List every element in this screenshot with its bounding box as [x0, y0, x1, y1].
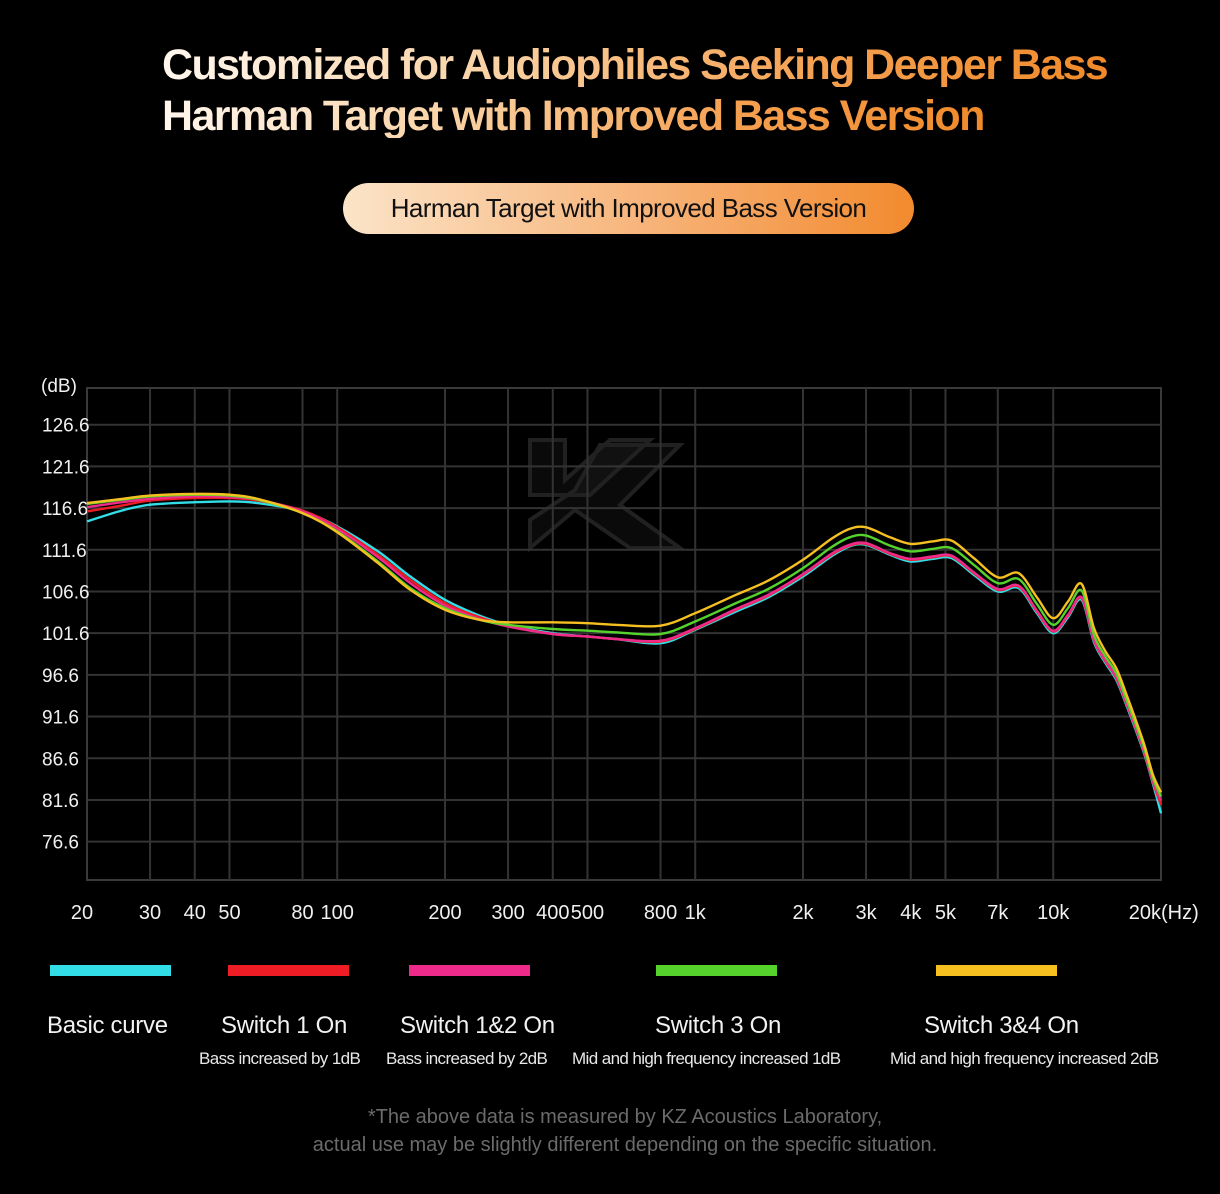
y-tick-label: 76.6 — [42, 833, 79, 854]
legend-swatch-1 — [50, 965, 171, 976]
x-tick-label: 2k — [792, 902, 814, 924]
legend-description-2: Bass increased by 1dB — [199, 1049, 361, 1068]
y-tick-label: 111.6 — [42, 541, 87, 562]
y-tick-label: 81.6 — [42, 791, 79, 812]
legend-label-2: Switch 1 On — [221, 1012, 348, 1039]
x-tick-label: 100 — [321, 902, 354, 924]
x-tick-label: 4k — [900, 902, 922, 924]
x-tick-label: 30 — [139, 902, 161, 924]
y-tick-label: 116.6 — [42, 499, 88, 520]
x-tick-label: 3k — [855, 902, 877, 924]
y-axis-ticks: 126.6 121.6 116.6 111.6 106.6 101.6 96.6 91.6 86… — [42, 416, 90, 854]
headline-line-2: Harman Target with Improved Bass Version — [162, 92, 985, 140]
x-tick-label: 40 — [184, 902, 206, 924]
x-tick-label: 500 — [571, 902, 604, 924]
footnote-line-2: actual use may be slightly different dep… — [312, 1134, 938, 1156]
x-tick-label: 400 — [536, 902, 569, 924]
legend-description-4: Mid and high frequency increased 1dB — [572, 1049, 841, 1068]
y-tick-label: 91.6 — [42, 708, 79, 729]
x-axis-unit-label: (Hz) — [1161, 902, 1199, 924]
legend-label-4: Switch 3 On — [655, 1012, 782, 1039]
y-tick-label: 106.6 — [42, 582, 90, 603]
legend-description-3: Bass increased by 2dB — [386, 1049, 548, 1068]
x-tick-label: 20 — [71, 902, 93, 924]
y-tick-label: 86.6 — [42, 749, 79, 770]
footnote-line-1: *The above data is measured by KZ Acoust… — [367, 1106, 883, 1128]
y-tick-label: 121.6 — [42, 457, 90, 478]
y-axis-label: (dB) — [41, 376, 77, 397]
series-line-switch-1-2-on — [86, 495, 1163, 802]
x-tick-label: 50 — [218, 902, 240, 924]
legend-label-1: Basic curve — [47, 1012, 168, 1039]
x-tick-label: 1k — [685, 902, 707, 924]
x-tick-label: 7k — [987, 902, 1009, 924]
legend-swatch-2 — [228, 965, 349, 976]
curve-type-badge: Harman Target with Improved Bass Version — [343, 183, 914, 234]
series-line-basic-curve — [86, 500, 1163, 814]
x-tick-label: 200 — [428, 902, 461, 924]
x-tick-label: 300 — [491, 902, 524, 924]
frequency-response-chart: 126.6 121.6 116.6 111.6 106.6 101.6 96.6 91.6 86… — [41, 376, 1199, 924]
x-tick-label: 800 — [644, 902, 677, 924]
legend-label-3: Switch 1&2 On — [400, 1012, 555, 1039]
x-tick-label: 5k — [935, 902, 957, 924]
legend-swatch-3 — [409, 965, 530, 976]
legend-swatch-5 — [936, 965, 1057, 976]
x-tick-label: 10k — [1037, 902, 1070, 924]
series-line-switch-3-4-on — [86, 492, 1163, 793]
legend-description-5: Mid and high frequency increased 2dB — [890, 1049, 1159, 1068]
legend-label-5: Switch 3&4 On — [924, 1012, 1079, 1039]
x-tick-label: 20k — [1129, 902, 1162, 924]
y-tick-label: 101.6 — [42, 624, 90, 645]
x-axis-ticks: 20 30 40 50 80 100 200 300 400 500 800 1k 2k 3k 4k 5k 7k… — [71, 902, 1162, 924]
headline-line-1: Customized for Audiophiles Seeking Deepe… — [162, 41, 1109, 89]
x-tick-label: 80 — [291, 902, 313, 924]
y-tick-label: 96.6 — [42, 666, 79, 687]
y-tick-label: 126.6 — [42, 416, 90, 437]
legend-swatch-4 — [656, 965, 777, 976]
chart-series — [86, 492, 1163, 814]
